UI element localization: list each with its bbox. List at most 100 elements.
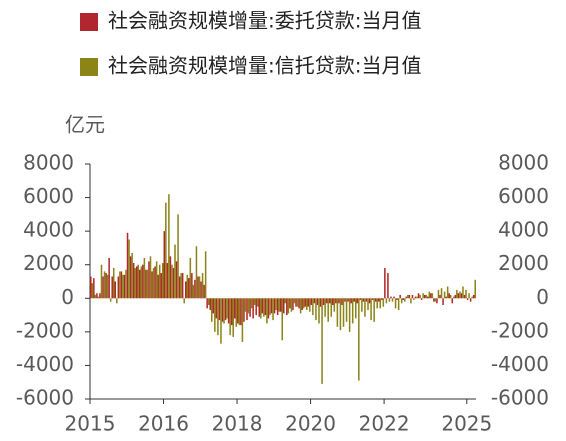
y-tick-label: 2000 xyxy=(23,251,74,275)
bar xyxy=(106,274,109,299)
bar xyxy=(322,298,325,305)
bar xyxy=(472,294,475,299)
bar xyxy=(217,298,219,336)
bar xyxy=(214,298,216,332)
bar xyxy=(440,288,443,299)
bar xyxy=(328,298,331,304)
bar xyxy=(413,298,415,300)
bar xyxy=(342,298,345,327)
bar xyxy=(220,298,222,344)
bar xyxy=(359,298,362,300)
bar xyxy=(125,269,127,299)
bar xyxy=(253,298,256,305)
bar xyxy=(116,298,118,304)
bar xyxy=(243,298,245,322)
bar xyxy=(376,298,378,309)
bar xyxy=(281,298,283,341)
bar xyxy=(209,298,212,311)
bar xyxy=(324,298,326,317)
y-tick-label: -2000 xyxy=(16,318,74,342)
bar xyxy=(204,251,207,299)
bar xyxy=(181,273,184,299)
bar xyxy=(408,294,411,299)
bar xyxy=(293,298,296,304)
bar xyxy=(154,266,156,299)
bar xyxy=(97,296,100,299)
bar xyxy=(152,268,155,299)
y2-tick-label: -2000 xyxy=(491,318,549,342)
bar xyxy=(371,298,374,300)
bar xyxy=(227,298,230,324)
bar xyxy=(404,298,406,302)
bar xyxy=(411,294,414,299)
bar xyxy=(420,298,423,300)
bar xyxy=(146,269,149,299)
bar xyxy=(338,298,340,304)
bar xyxy=(390,296,392,299)
bar xyxy=(117,276,120,299)
bar xyxy=(195,246,198,299)
bar xyxy=(356,298,359,304)
y2-tick-label: 2000 xyxy=(498,251,549,275)
bar xyxy=(211,298,213,322)
bar xyxy=(463,294,466,299)
y-tick-label: -6000 xyxy=(16,386,74,410)
bar xyxy=(111,276,113,299)
bar xyxy=(174,244,176,299)
bar xyxy=(298,298,300,309)
y-tick-label: 4000 xyxy=(23,218,74,242)
bar xyxy=(414,296,417,299)
bar xyxy=(224,298,227,321)
bar xyxy=(295,298,297,307)
bar xyxy=(269,298,271,316)
bar xyxy=(305,298,308,311)
bar xyxy=(353,298,355,302)
bar xyxy=(423,294,426,299)
bar xyxy=(134,268,136,299)
bar xyxy=(299,298,302,314)
bar xyxy=(183,298,185,304)
bar xyxy=(267,298,270,319)
bar xyxy=(397,298,400,311)
bar xyxy=(143,258,146,299)
legend-swatch xyxy=(80,13,98,31)
bar xyxy=(151,271,153,299)
bar xyxy=(135,266,138,299)
bar xyxy=(278,298,280,312)
bar xyxy=(341,298,343,305)
bar xyxy=(126,232,129,299)
bar xyxy=(233,298,236,319)
bar xyxy=(178,276,181,299)
bar xyxy=(402,298,405,300)
bar xyxy=(270,298,273,314)
bar xyxy=(434,298,437,302)
bar xyxy=(433,298,435,302)
bar xyxy=(148,261,150,299)
bar xyxy=(312,298,314,316)
bar xyxy=(246,298,248,321)
bar xyxy=(361,298,363,312)
y-tick-label: 8000 xyxy=(23,151,74,175)
bar xyxy=(91,283,94,299)
bar xyxy=(189,258,192,299)
bar xyxy=(191,273,193,299)
bar xyxy=(157,274,159,299)
bar xyxy=(264,298,267,316)
bar xyxy=(229,298,231,336)
bar xyxy=(336,298,339,327)
bar xyxy=(108,258,110,299)
bar xyxy=(362,298,365,302)
bar xyxy=(131,252,133,299)
y2-tick-label: 0 xyxy=(536,285,549,309)
bar xyxy=(232,298,234,337)
bar xyxy=(335,298,337,304)
bar xyxy=(260,298,262,319)
bar xyxy=(466,298,469,300)
bar xyxy=(284,298,287,304)
bar xyxy=(453,296,455,299)
y2-tick-label: 6000 xyxy=(498,184,549,208)
bar xyxy=(218,298,221,321)
bar xyxy=(114,281,117,299)
bar xyxy=(93,278,95,299)
bar xyxy=(428,291,431,299)
